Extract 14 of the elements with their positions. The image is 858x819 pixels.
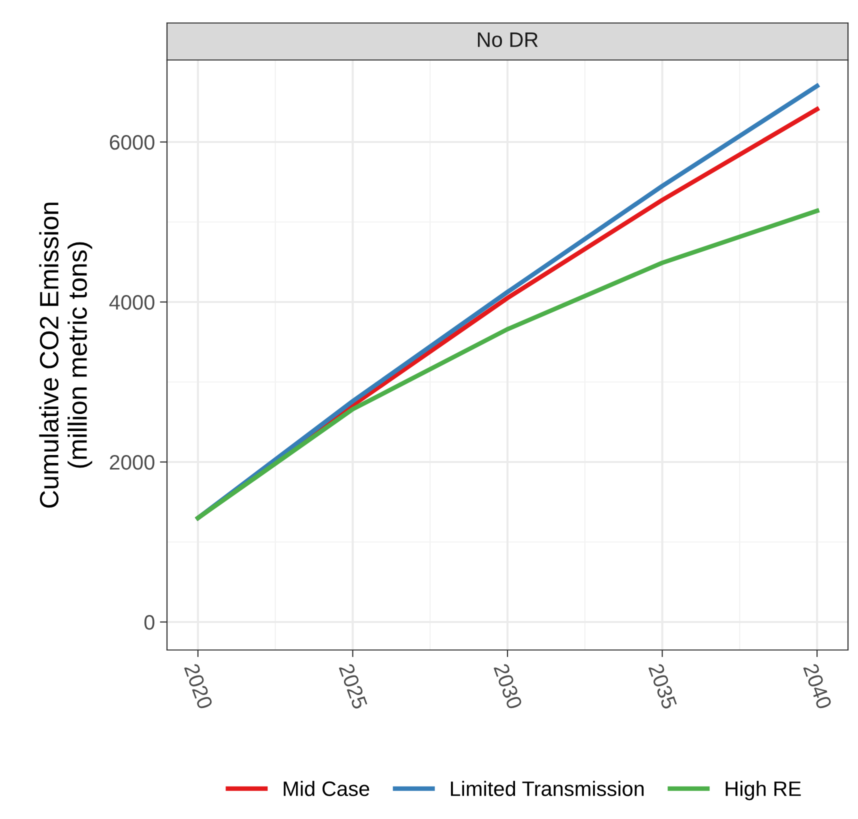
x-tick-label: 2030: [493, 662, 523, 710]
x-tick-label: 2040: [803, 662, 832, 710]
y-tick-label: 0: [144, 615, 154, 630]
y-tick-label: 6000: [110, 135, 154, 150]
y-tick-label: 2000: [110, 455, 154, 470]
chart-title: No DR: [478, 32, 538, 48]
y-tick-label: 4000: [109, 295, 154, 310]
x-tick-label: 2035: [648, 662, 678, 710]
legend-label: Mid Case: [284, 780, 370, 796]
legend-label: Limited Transmission: [450, 780, 644, 796]
x-tick-label: 2025: [338, 662, 368, 710]
x-tick-label: 2020: [184, 662, 214, 710]
y-axis-title: Cumulative CO2 Emission (million metric tons): [39, 202, 92, 508]
legend-label: High RE: [726, 780, 801, 800]
